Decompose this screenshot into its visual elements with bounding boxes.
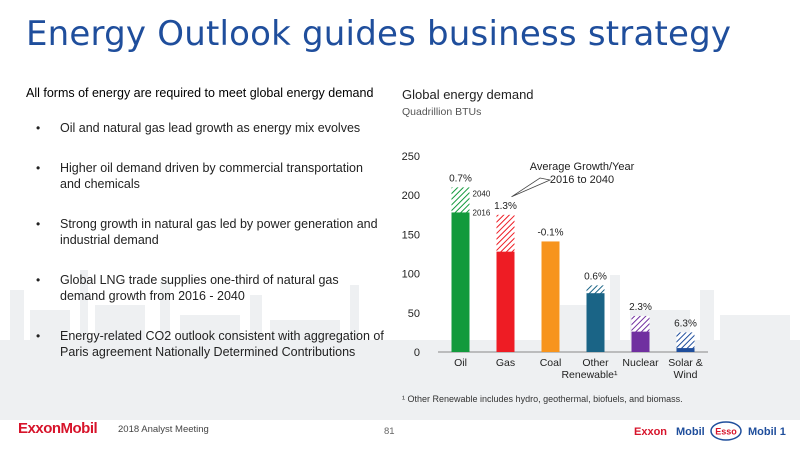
bar-2040-5 — [676, 332, 695, 352]
chart-subtitle: Quadrillion BTUs — [402, 106, 482, 118]
chart-title: Global energy demand — [402, 87, 534, 102]
growth-label: 0.6% — [584, 271, 607, 282]
slide-title: Energy Outlook guides business strategy — [26, 14, 732, 54]
series-label-2040: 2040 — [473, 189, 491, 198]
bar-2016-0 — [451, 212, 470, 352]
growth-annotation: Average Growth/Year 2016 to 2040 — [530, 161, 635, 186]
exxonmobil-logo: ExxonMobil — [18, 420, 98, 437]
y-tick-label: 100 — [402, 269, 420, 281]
bar-2016-5 — [676, 348, 695, 352]
page-number: 81 — [384, 426, 395, 437]
growth-label: 0.7% — [449, 173, 472, 184]
bullet-list: Oil and natural gas lead growth as energ… — [26, 120, 386, 384]
category-label: Solar & Wind — [668, 357, 702, 381]
series-label-2016: 2016 — [473, 208, 491, 217]
growth-label: 6.3% — [674, 318, 697, 329]
bullet-item: Energy-related CO2 outlook consistent wi… — [26, 328, 386, 360]
slide-subhead: All forms of energy are required to meet… — [26, 86, 374, 100]
meeting-name: 2018 Analyst Meeting — [118, 424, 209, 435]
bullet-item: Higher oil demand driven by commercial t… — [26, 160, 386, 192]
category-label: Coal — [540, 357, 562, 369]
y-tick-label: 200 — [402, 190, 420, 202]
bar-2016-1 — [496, 251, 515, 352]
growth-label: 2.3% — [629, 302, 652, 313]
y-tick-label: 50 — [408, 308, 420, 320]
y-tick-label: 150 — [402, 229, 420, 241]
growth-label: -0.1% — [537, 227, 563, 238]
chart-footnote: ¹ Other Renewable includes hydro, geothe… — [402, 394, 683, 404]
energy-demand-chart: 0 50 100 150 200 250 0.7% Oil 1.3% Gas -0.1% Coal 0.… — [402, 151, 708, 381]
bar-2016-2 — [541, 241, 560, 352]
category-label: Nuclear — [622, 357, 659, 369]
category-label: Other Renewable¹ — [561, 357, 618, 381]
bullet-item: Oil and natural gas lead growth as energ… — [26, 120, 386, 136]
annotation-pointer — [511, 177, 552, 198]
bullet-item: Strong growth in natural gas led by powe… — [26, 216, 386, 248]
category-label: Gas — [496, 357, 515, 369]
mobil-logo: Mobil — [676, 426, 705, 438]
exxon-logo: Exxon — [634, 426, 667, 438]
brand-logos: Exxon Mobil Esso Mobil 1 — [634, 421, 786, 441]
growth-label: 1.3% — [494, 201, 517, 212]
esso-logo-oval — [710, 421, 742, 441]
bar-2016-3 — [586, 293, 605, 352]
y-tick-label: 250 — [402, 151, 420, 163]
bar-2016-4 — [631, 331, 650, 352]
bullet-item: Global LNG trade supplies one-third of n… — [26, 272, 386, 304]
category-label: Oil — [454, 357, 467, 369]
esso-logo: Esso — [715, 427, 737, 437]
mobil1-logo: Mobil 1 — [748, 426, 786, 438]
y-tick-label: 0 — [414, 347, 420, 359]
